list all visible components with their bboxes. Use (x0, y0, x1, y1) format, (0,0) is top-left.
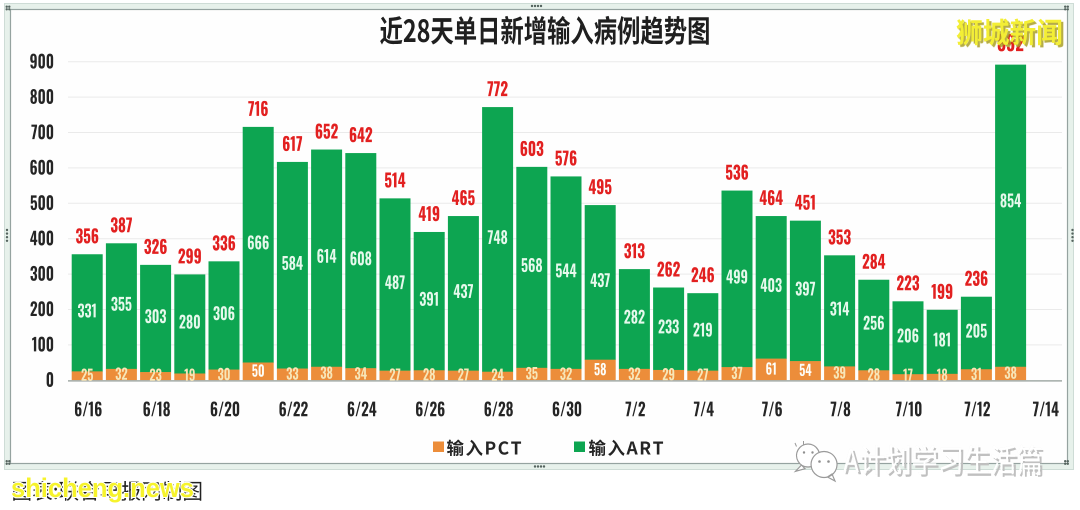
svg-text:shicheng.news: shicheng.news (11, 473, 194, 503)
